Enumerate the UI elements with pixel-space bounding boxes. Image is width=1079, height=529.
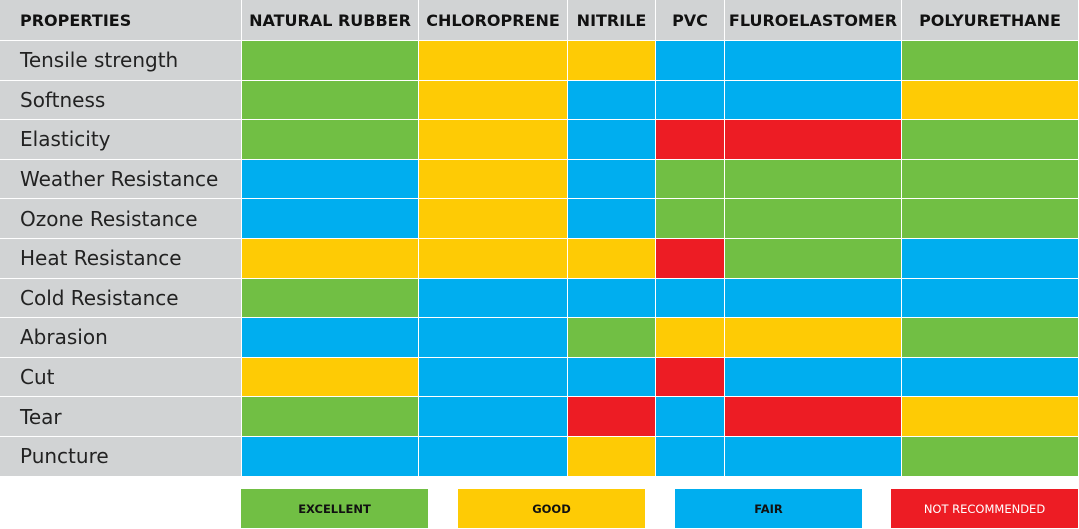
rating-cell [419, 318, 567, 357]
row-label: Cold Resistance [0, 278, 241, 318]
column-header: FLUROELASTOMER [725, 0, 901, 40]
row-label: Cut [0, 357, 241, 397]
rating-cell [725, 159, 901, 199]
rating-cell [656, 80, 724, 120]
rating-cell [902, 120, 1078, 159]
rating-cell [242, 239, 418, 278]
rating-cell [242, 318, 418, 357]
rating-cell [725, 80, 901, 120]
rating-cell [568, 159, 655, 199]
rating-cell [656, 239, 724, 278]
rating-cell [419, 80, 567, 120]
legend-item: EXCELLENT [241, 489, 428, 528]
rating-cell [568, 199, 655, 238]
rating-cell [725, 397, 901, 436]
rating-cell [725, 278, 901, 318]
legend-item: FAIR [675, 489, 862, 528]
row-label: Softness [0, 80, 241, 120]
row-label: Ozone Resistance [0, 199, 241, 238]
rating-cell [725, 41, 901, 80]
rating-cell [725, 357, 901, 397]
column-header: PVC [656, 0, 724, 40]
rating-cell [902, 278, 1078, 318]
rating-cell [656, 318, 724, 357]
rating-cell [902, 437, 1078, 476]
column-header: CHLOROPRENE [419, 0, 567, 40]
rating-cell [419, 239, 567, 278]
rating-cell [242, 120, 418, 159]
corner-label: PROPERTIES [0, 0, 241, 40]
rating-cell [656, 159, 724, 199]
rating-cell [568, 278, 655, 318]
rating-cell [419, 357, 567, 397]
rating-cell [902, 318, 1078, 357]
rating-cell [656, 120, 724, 159]
rating-cell [656, 437, 724, 476]
rating-cell [902, 199, 1078, 238]
rating-cell [902, 80, 1078, 120]
row-label: Abrasion [0, 318, 241, 357]
rating-cell [568, 357, 655, 397]
rating-cell [419, 278, 567, 318]
rating-cell [725, 437, 901, 476]
rating-cell [902, 357, 1078, 397]
rating-cell [725, 318, 901, 357]
rating-cell [568, 397, 655, 436]
row-label: Tear [0, 397, 241, 436]
rating-cell [656, 41, 724, 80]
column-header: NATURAL RUBBER [242, 0, 418, 40]
rating-cell [725, 199, 901, 238]
rating-cell [656, 278, 724, 318]
rating-cell [242, 357, 418, 397]
rating-cell [902, 159, 1078, 199]
rating-cell [902, 239, 1078, 278]
row-label: Tensile strength [0, 41, 241, 80]
rating-cell [419, 437, 567, 476]
rating-cell [725, 239, 901, 278]
rating-cell [242, 397, 418, 436]
rating-cell [656, 397, 724, 436]
rating-cell [419, 120, 567, 159]
rating-cell [242, 41, 418, 80]
rating-cell [568, 239, 655, 278]
rating-cell [568, 318, 655, 357]
rating-cell [568, 80, 655, 120]
rating-cell [568, 120, 655, 159]
column-header: POLYURETHANE [902, 0, 1078, 40]
rating-cell [656, 199, 724, 238]
rating-cell [419, 159, 567, 199]
rating-cell [242, 437, 418, 476]
row-label: Heat Resistance [0, 239, 241, 278]
row-label: Weather Resistance [0, 159, 241, 199]
rating-cell [242, 278, 418, 318]
rating-cell [568, 437, 655, 476]
rating-cell [656, 357, 724, 397]
rating-cell [242, 199, 418, 238]
rating-cell [242, 80, 418, 120]
rating-cell [725, 120, 901, 159]
legend-item: NOT RECOMMENDED [891, 489, 1078, 528]
rating-cell [568, 41, 655, 80]
rating-cell [242, 159, 418, 199]
rating-cell [419, 199, 567, 238]
rating-cell [419, 41, 567, 80]
row-label: Elasticity [0, 120, 241, 159]
rating-cell [419, 397, 567, 436]
rating-cell [902, 397, 1078, 436]
rating-cell [902, 41, 1078, 80]
column-header: NITRILE [568, 0, 655, 40]
row-label: Puncture [0, 437, 241, 476]
legend-item: GOOD [458, 489, 645, 528]
